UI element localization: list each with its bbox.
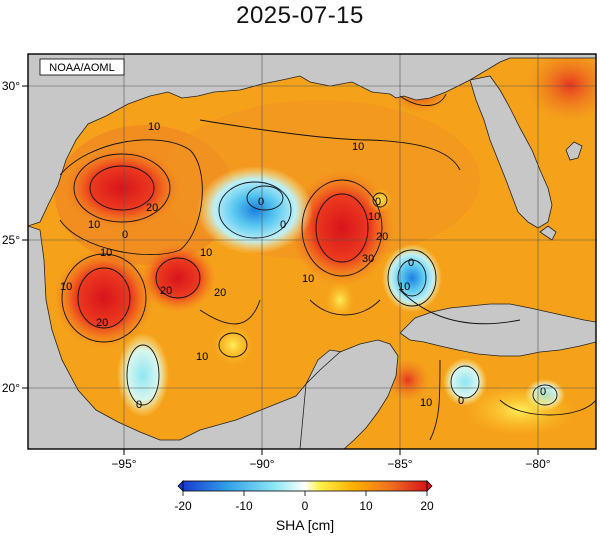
svg-text:10: 10	[352, 141, 364, 153]
svg-text:20: 20	[96, 317, 108, 329]
svg-text:0: 0	[458, 395, 464, 407]
svg-text:20: 20	[160, 285, 172, 297]
svg-text:10: 10	[100, 247, 112, 259]
colorbar-tick-label: -10	[235, 499, 253, 513]
sha-contours	[59, 93, 596, 441]
svg-text:0: 0	[280, 219, 286, 231]
svg-text:10: 10	[196, 351, 208, 363]
svg-text:0: 0	[408, 257, 414, 269]
credit-label: NOAA/AOML	[49, 62, 114, 74]
graticule	[28, 54, 596, 449]
svg-text:0: 0	[375, 196, 381, 208]
colorbar: -20 -10 0 10 20 SHA [cm]	[174, 480, 434, 533]
lon-tick-label: −95°	[111, 457, 136, 471]
svg-text:0: 0	[258, 196, 264, 208]
svg-text:0: 0	[540, 386, 546, 398]
colorbar-max-triangle	[426, 480, 433, 492]
colorbar-tick-label: -20	[174, 499, 192, 513]
map-frame	[27, 53, 597, 450]
svg-text:10: 10	[200, 247, 212, 259]
lon-tick-label: −90°	[249, 457, 274, 471]
colorbar-tick-label: 0	[302, 499, 309, 513]
lat-tick-label: 30°	[2, 79, 20, 93]
lon-tick-label: −85°	[387, 457, 412, 471]
colorbar-tick-label: 10	[359, 499, 373, 513]
svg-text:10: 10	[148, 121, 160, 133]
svg-text:10: 10	[398, 281, 410, 293]
colorbar-label: SHA [cm]	[276, 517, 334, 533]
svg-text:10: 10	[368, 211, 380, 223]
colorbar-ramp	[182, 480, 428, 492]
contour-labels: 10 20 0 10 20 10 20 0 10 10 20 30 0 10 0…	[60, 121, 546, 411]
svg-text:20: 20	[214, 287, 226, 299]
svg-text:10: 10	[302, 273, 314, 285]
svg-text:20: 20	[376, 231, 388, 243]
credit-box	[39, 58, 125, 76]
svg-text:0: 0	[122, 229, 128, 241]
lat-tick-label: 25°	[2, 233, 20, 247]
map-title: 2025-07-15	[236, 2, 364, 29]
svg-text:20: 20	[146, 202, 158, 214]
svg-text:0: 0	[136, 399, 142, 411]
colorbar-min-triangle	[177, 480, 184, 492]
svg-text:10: 10	[60, 281, 72, 293]
svg-text:10: 10	[88, 219, 100, 231]
svg-text:10: 10	[420, 397, 432, 409]
colorbar-tick-label: 20	[420, 499, 434, 513]
lon-tick-label: −80°	[525, 457, 550, 471]
svg-text:30: 30	[362, 253, 374, 265]
lat-tick-label: 20°	[2, 381, 20, 395]
axis-ticks	[22, 85, 539, 455]
